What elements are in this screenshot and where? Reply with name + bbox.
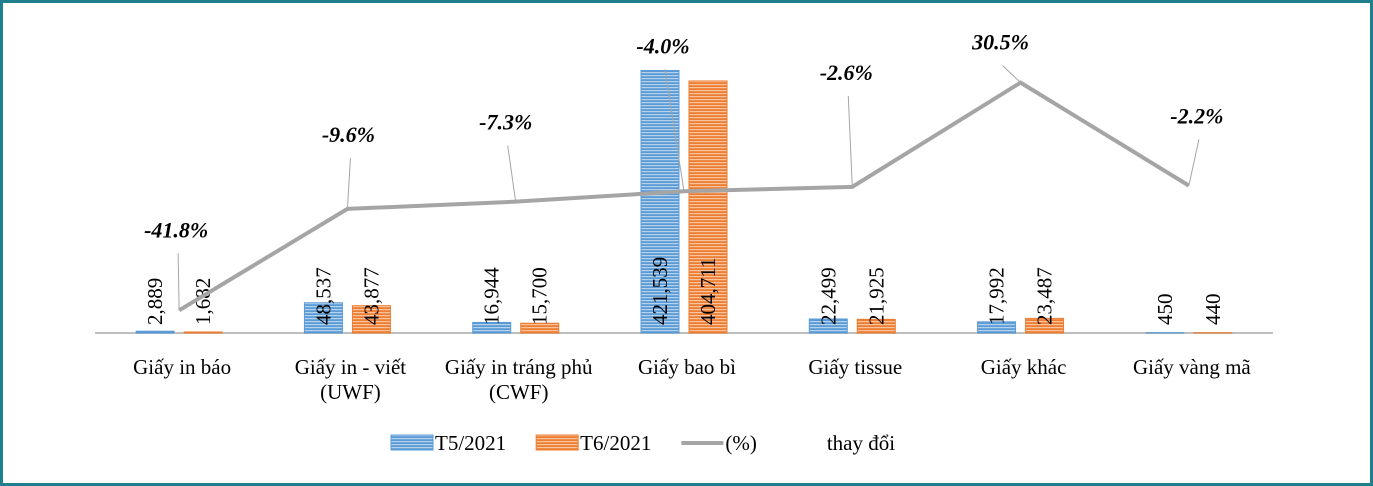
legend-swatch [535, 434, 579, 451]
x-tick-label: Giấy khác [980, 355, 1067, 379]
legend-swatch [390, 434, 434, 451]
data-label: 30.5% [971, 30, 1029, 55]
x-tick-label: Giấy bao bì [638, 355, 736, 379]
leader-line [1188, 139, 1200, 186]
bar [351, 305, 391, 334]
x-tick-label: Giấy in tráng phủ (CWF) [444, 355, 593, 404]
x-tick-label: Giấy in báo [133, 355, 232, 379]
data-label: 404,711 [696, 258, 720, 325]
x-tick-label: Giấy tissue [808, 355, 903, 379]
chart: 2,889 48,537 16,944 421,539 22,499 17,992 450 1… [95, 30, 1273, 455]
leader-line [346, 157, 351, 209]
leader-line [664, 69, 685, 192]
data-label: 23,487 [1033, 267, 1057, 325]
data-label: -2.2% [1170, 104, 1223, 129]
data-label: -9.6% [322, 122, 375, 147]
bar [1025, 317, 1065, 334]
data-label: 48,537 [311, 267, 335, 325]
legend-label: (%) [725, 431, 756, 455]
legend-label: T6/2021 [580, 431, 651, 455]
data-label: 440 [1201, 294, 1225, 326]
leader-line [1002, 65, 1021, 83]
bar [135, 330, 175, 334]
legend-note: thay đổi [827, 431, 895, 455]
bar [808, 318, 848, 334]
x-tick-label: Giấy vàng mã [1132, 355, 1251, 379]
bar [688, 80, 728, 334]
leader-line [177, 253, 180, 311]
data-label: 2,889 [143, 278, 167, 325]
data-label: 22,499 [816, 267, 840, 325]
data-label: -7.3% [479, 110, 532, 135]
bar [520, 322, 560, 334]
data-label: 21,925 [864, 267, 888, 325]
data-label: -4.0% [636, 33, 689, 58]
data-label: 17,992 [985, 267, 1009, 325]
leader-line [847, 95, 853, 187]
data-label: 15,700 [528, 267, 552, 325]
data-label: 16,944 [480, 267, 504, 325]
bar [303, 302, 343, 334]
bar [977, 321, 1017, 334]
bar [856, 318, 896, 334]
legend-label: T5/2021 [435, 431, 506, 455]
data-label: -41.8% [144, 217, 208, 242]
x-tick-label: Giấy in - viết (UWF) [294, 355, 407, 404]
bar [640, 69, 680, 334]
data-label: 421,539 [648, 257, 672, 325]
data-label: -2.6% [820, 60, 873, 85]
data-label: 450 [1153, 294, 1177, 326]
leader-line [507, 145, 517, 202]
bar [183, 331, 223, 334]
data-label: 43,877 [359, 267, 383, 325]
bar [472, 321, 512, 334]
